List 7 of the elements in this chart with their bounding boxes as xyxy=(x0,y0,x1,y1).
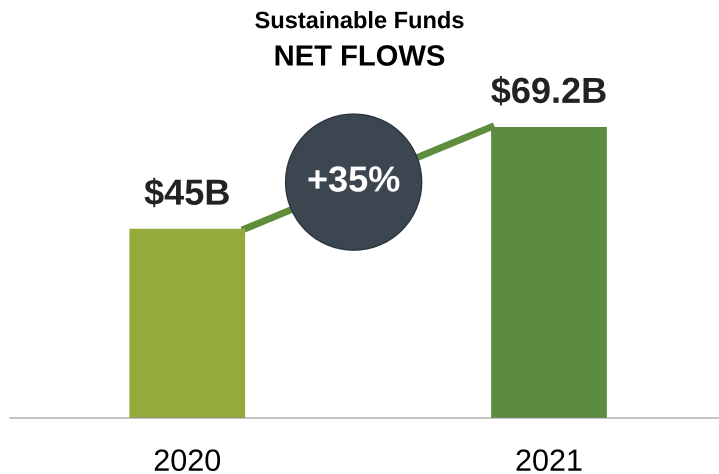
x-tick-label: 2021 xyxy=(516,449,582,471)
annotation: +35% xyxy=(308,166,400,192)
data-label: $45B xyxy=(144,178,229,208)
data-label: $69.2B xyxy=(491,76,606,106)
x-tick-label: 2020 xyxy=(154,449,220,471)
chart-title: Sustainable Funds xyxy=(255,10,464,28)
chart-subtitle: NET FLOWS xyxy=(276,45,444,66)
